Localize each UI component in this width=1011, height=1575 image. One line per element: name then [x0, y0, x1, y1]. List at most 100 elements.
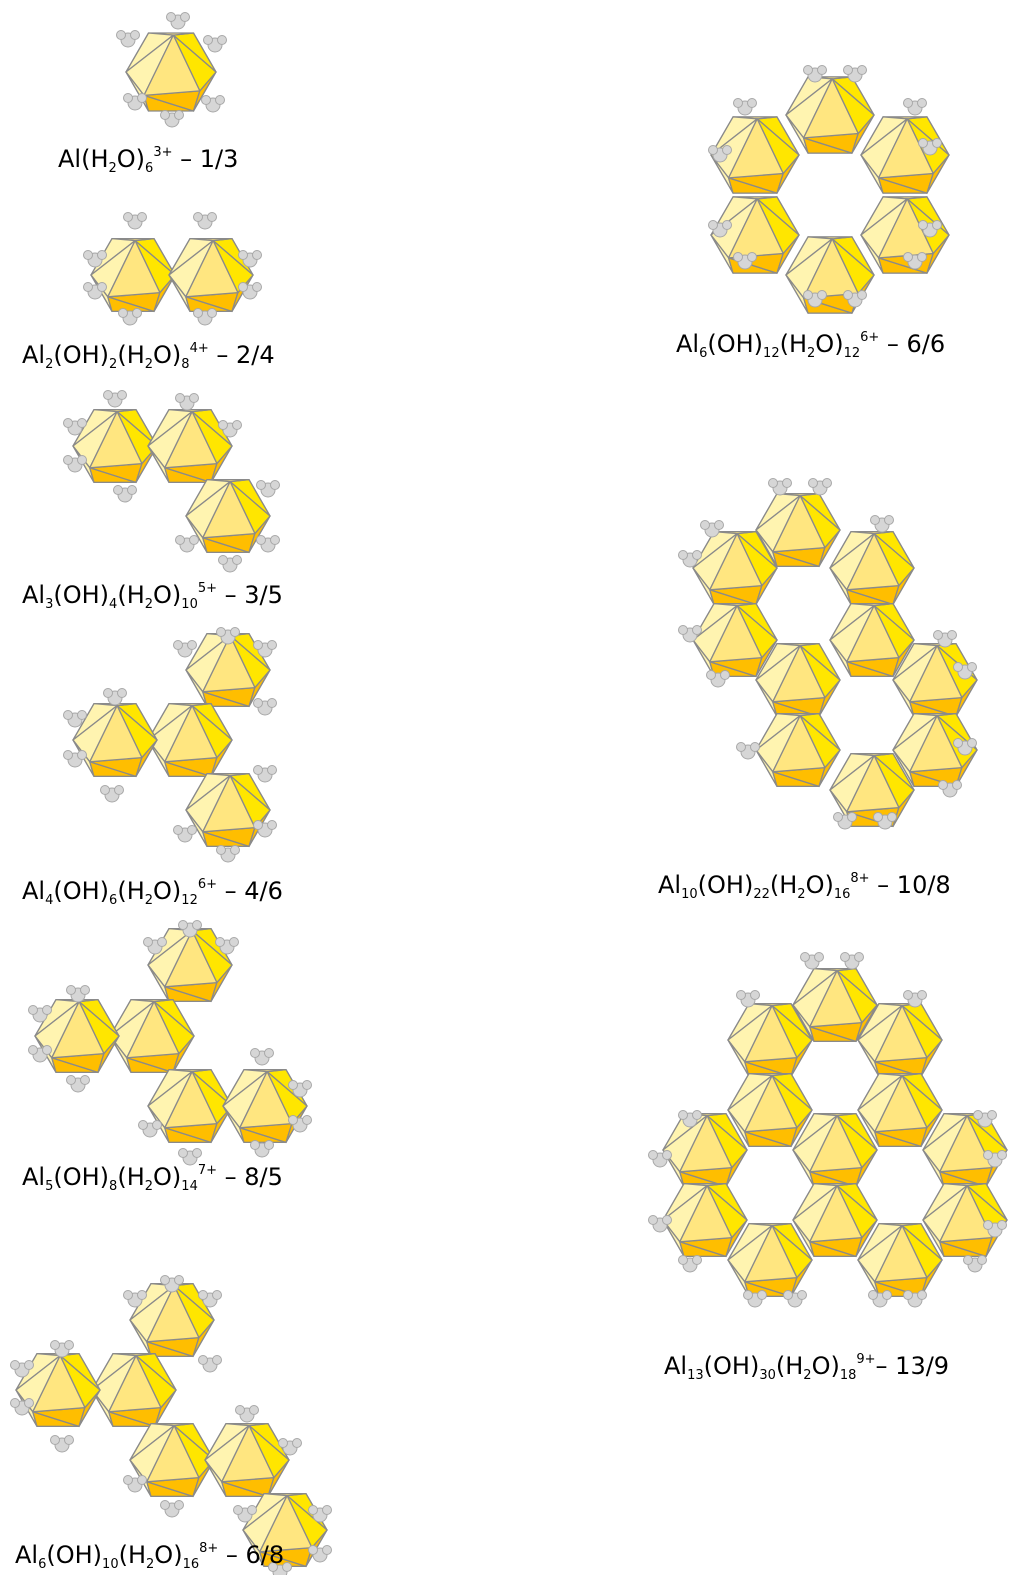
formula-text: Al [664, 1352, 688, 1380]
subscript: 2 [146, 1557, 155, 1572]
subscript: 3 [45, 597, 54, 612]
water-ligand [10, 1398, 34, 1416]
subscript: 22 [753, 887, 770, 902]
formula-text: (OH) [703, 1352, 760, 1380]
water-ligand [783, 1290, 807, 1308]
octahedron [860, 116, 950, 194]
superscript: 9+ [856, 1352, 876, 1367]
octahedron [662, 1112, 748, 1188]
formula-text: Al [676, 330, 700, 358]
octahedron [662, 1182, 748, 1258]
formula-label-al3: Al3(OH)4(H2O)105+ – 3/5 [22, 581, 283, 611]
water-ligand [233, 1505, 257, 1523]
formula-text: Al [15, 1541, 39, 1569]
formula-text: (OH) [53, 1163, 110, 1191]
subscript: 10 [681, 887, 698, 902]
octahedron [185, 478, 271, 554]
subscript: 2 [803, 1368, 812, 1383]
subscript: 14 [181, 1179, 198, 1194]
water-ligand [238, 250, 262, 268]
water-ligand [736, 742, 760, 760]
water-ligand [278, 1438, 302, 1456]
formula-text: – 6/6 [879, 330, 946, 358]
superscript: 5+ [197, 581, 218, 596]
water-ligand [268, 1562, 292, 1575]
water-ligand [28, 1005, 52, 1023]
water-ligand [256, 535, 280, 553]
subscript: 2 [144, 1179, 154, 1194]
water-ligand [83, 282, 107, 300]
water-ligand [216, 627, 240, 645]
water-ligand [953, 662, 977, 680]
water-ligand [708, 145, 732, 163]
water-ligand [63, 455, 87, 473]
formula-label-al1: Al(H2O)63+ – 1/3 [58, 146, 238, 175]
water-ligand [903, 990, 927, 1008]
octahedron [692, 602, 778, 678]
water-ligand [166, 12, 190, 30]
subscript: 2 [144, 893, 154, 908]
water-ligand [123, 1290, 147, 1308]
octahedron [785, 76, 875, 154]
water-ligand [63, 710, 87, 728]
water-ligand [50, 1340, 74, 1358]
formula-text: – 2/4 [208, 341, 275, 369]
formula-label-al5: Al5(OH)8(H2O)147+ – 8/5 [22, 1163, 283, 1193]
subscript: 2 [797, 887, 806, 902]
octahedron [147, 702, 233, 778]
octahedron [692, 530, 778, 606]
water-ligand [160, 1500, 184, 1518]
subscript: 2 [807, 346, 816, 361]
water-ligand [733, 252, 757, 270]
octahedron [129, 1422, 215, 1498]
formula-text: (H [775, 1352, 804, 1380]
formula-label-al6-ring: Al6(OH)12(H2O)126+ – 6/6 [676, 330, 946, 360]
octahedron [222, 1068, 308, 1144]
octahedron [829, 530, 915, 606]
formula-text: O) [154, 1541, 183, 1569]
water-ligand [116, 30, 140, 48]
water-ligand [983, 1220, 1007, 1238]
octahedron [109, 998, 195, 1074]
superscript: 6+ [197, 877, 218, 892]
octahedron [857, 1222, 943, 1298]
water-ligand [918, 220, 942, 238]
subscript: 13 [687, 1368, 704, 1383]
water-ligand [903, 1290, 927, 1308]
subscript: 10 [181, 597, 198, 612]
formula-text: Al [22, 877, 46, 905]
water-ligand [678, 625, 702, 643]
formula-text: O) [815, 330, 844, 358]
water-ligand [173, 825, 197, 843]
formula-text: – 3/5 [217, 581, 283, 609]
octahedron [147, 1068, 233, 1144]
water-ligand [175, 535, 199, 553]
formula-text: O) [153, 341, 182, 369]
water-ligand [706, 670, 730, 688]
water-ligand [143, 937, 167, 955]
octahedron [72, 702, 158, 778]
water-ligand [918, 138, 942, 156]
water-ligand [288, 1115, 312, 1133]
water-ligand [253, 765, 277, 783]
water-ligand [743, 1290, 767, 1308]
water-ligand [203, 35, 227, 53]
formula-label-al2: Al2(OH)2(H2O)84+ – 2/4 [22, 341, 275, 371]
water-ligand [833, 812, 857, 830]
octahedron [125, 32, 217, 112]
octahedron [204, 1422, 290, 1498]
subscript: 6 [38, 1557, 47, 1572]
formula-text: (OH) [707, 330, 764, 358]
water-ligand [160, 1275, 184, 1293]
superscript: 7+ [197, 1163, 218, 1178]
octahedron [922, 1182, 1008, 1258]
water-ligand [103, 688, 127, 706]
formula-text: (H [117, 877, 145, 905]
octahedron [727, 1222, 813, 1298]
formula-text: (H [769, 871, 798, 899]
water-ligand [216, 845, 240, 863]
subscript: 2 [144, 597, 154, 612]
subscript: 2 [45, 357, 54, 372]
water-ligand [933, 630, 957, 648]
water-ligand [253, 820, 277, 838]
